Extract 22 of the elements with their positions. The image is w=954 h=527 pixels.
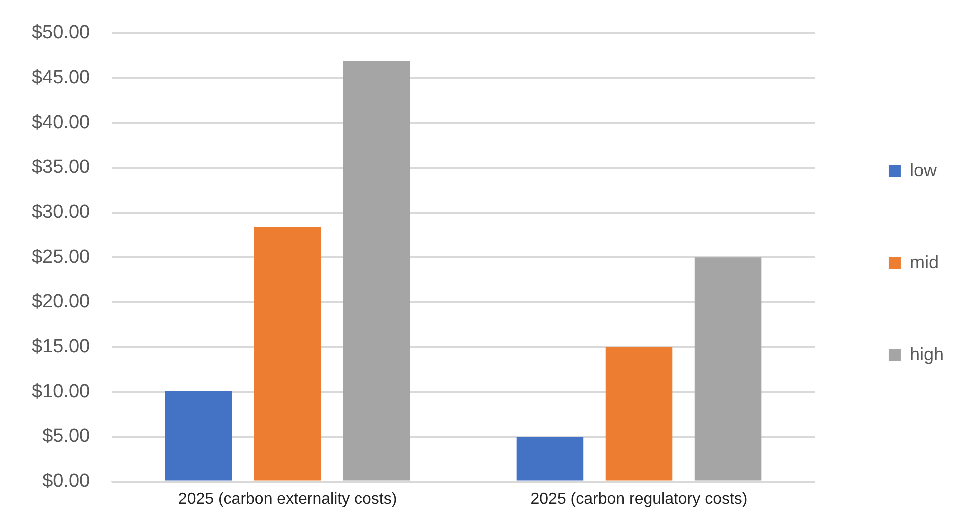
bar: [254, 227, 322, 481]
y-tick-label: $45.00: [32, 67, 90, 88]
bar: [516, 436, 584, 481]
y-tick-label: $0.00: [42, 471, 90, 492]
y-tick-label: $25.00: [32, 246, 90, 268]
y-tick-label: $20.00: [32, 292, 90, 313]
y-tick-label: $35.00: [32, 157, 90, 178]
legend-label: low: [910, 160, 938, 180]
legend-label: mid: [910, 252, 939, 272]
bar: [165, 391, 232, 481]
x-tick-label: 2025 (carbon externality costs): [178, 490, 398, 508]
y-tick-label: $5.00: [42, 426, 90, 448]
y-tick-label: $30.00: [32, 202, 90, 223]
legend-label: high: [910, 344, 944, 364]
y-tick-label: $15.00: [32, 336, 90, 358]
bar: [606, 347, 673, 481]
y-tick-label: $50.00: [32, 22, 90, 44]
y-tick-label: $40.00: [32, 112, 90, 134]
bar: [694, 258, 762, 481]
bar: [343, 61, 410, 481]
y-tick-label: $10.00: [32, 381, 90, 402]
x-tick-label: 2025 (carbon regulatory costs): [530, 490, 748, 508]
